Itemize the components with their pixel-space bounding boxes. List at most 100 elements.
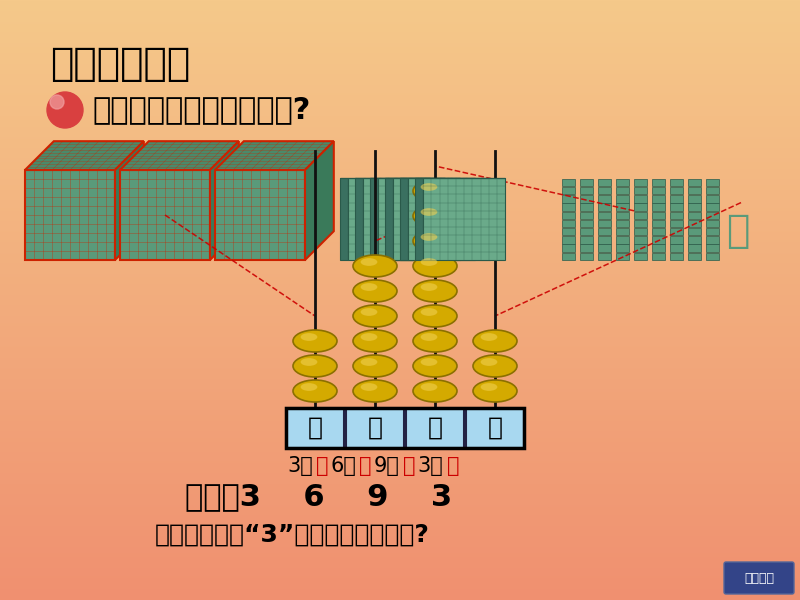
Polygon shape [598,212,611,219]
Polygon shape [706,228,719,235]
Polygon shape [355,178,363,260]
Ellipse shape [421,383,438,391]
FancyBboxPatch shape [286,408,344,448]
Ellipse shape [353,280,397,302]
Polygon shape [598,253,611,260]
Ellipse shape [421,308,438,316]
Polygon shape [562,253,575,260]
Polygon shape [706,220,719,227]
Ellipse shape [353,305,397,327]
Text: 想一想：两个“3”表示的意思相同吗?: 想一想：两个“3”表示的意思相同吗? [155,523,430,547]
Polygon shape [670,203,683,211]
Polygon shape [652,220,665,227]
Polygon shape [652,179,665,186]
Polygon shape [616,244,629,252]
Polygon shape [688,253,701,260]
Polygon shape [616,212,629,219]
Ellipse shape [421,183,438,191]
Polygon shape [706,203,719,211]
Polygon shape [598,179,611,186]
Polygon shape [598,236,611,244]
FancyBboxPatch shape [466,408,524,448]
Polygon shape [580,212,593,219]
Circle shape [47,92,83,128]
Text: 。: 。 [726,212,750,250]
Polygon shape [408,178,490,260]
Ellipse shape [421,358,438,366]
Polygon shape [363,178,445,260]
Polygon shape [688,244,701,252]
Polygon shape [652,212,665,219]
Polygon shape [616,228,629,235]
Polygon shape [706,236,719,244]
Polygon shape [340,178,348,260]
Polygon shape [688,195,701,203]
Polygon shape [670,236,683,244]
Polygon shape [580,187,593,194]
Ellipse shape [413,330,457,352]
Polygon shape [215,170,305,260]
Polygon shape [580,179,593,186]
Polygon shape [634,236,647,244]
Polygon shape [580,253,593,260]
Polygon shape [688,228,701,235]
Polygon shape [415,178,423,260]
Polygon shape [652,195,665,203]
Ellipse shape [413,305,457,327]
Text: 一: 一 [446,456,459,476]
Ellipse shape [361,283,378,291]
Polygon shape [562,236,575,244]
Ellipse shape [353,380,397,402]
Polygon shape [598,220,611,227]
Ellipse shape [361,358,378,366]
Polygon shape [652,244,665,252]
Text: 百: 百 [359,456,372,476]
Polygon shape [706,187,719,194]
Polygon shape [634,244,647,252]
Text: 千: 千 [307,416,322,440]
Polygon shape [580,203,593,211]
FancyBboxPatch shape [406,408,464,448]
Text: 二、你问我说: 二、你问我说 [50,45,190,83]
Polygon shape [598,244,611,252]
Ellipse shape [421,333,438,341]
Polygon shape [616,179,629,186]
Ellipse shape [473,380,517,402]
Polygon shape [634,253,647,260]
Polygon shape [706,195,719,203]
Polygon shape [670,179,683,186]
Text: 写作：3    6    9    3: 写作：3 6 9 3 [185,482,452,511]
Polygon shape [670,187,683,194]
Polygon shape [670,195,683,203]
Polygon shape [580,236,593,244]
Polygon shape [580,228,593,235]
Polygon shape [688,203,701,211]
Polygon shape [616,195,629,203]
Polygon shape [378,178,460,260]
Text: 个: 个 [487,416,502,440]
Text: 十: 十 [403,456,415,476]
Ellipse shape [361,333,378,341]
Polygon shape [562,203,575,211]
Polygon shape [616,236,629,244]
Text: 返回首页: 返回首页 [744,571,774,584]
Ellipse shape [301,358,318,366]
Ellipse shape [413,255,457,277]
Ellipse shape [413,205,457,227]
Polygon shape [652,203,665,211]
Polygon shape [652,236,665,244]
Polygon shape [670,244,683,252]
Bar [286,408,524,448]
FancyBboxPatch shape [346,408,404,448]
Polygon shape [598,228,611,235]
Polygon shape [688,236,701,244]
Polygon shape [215,141,334,170]
Ellipse shape [413,355,457,377]
Text: 3个: 3个 [418,456,443,476]
Polygon shape [670,228,683,235]
Polygon shape [688,220,701,227]
Polygon shape [562,244,575,252]
Polygon shape [706,212,719,219]
Polygon shape [562,195,575,203]
Polygon shape [706,244,719,252]
